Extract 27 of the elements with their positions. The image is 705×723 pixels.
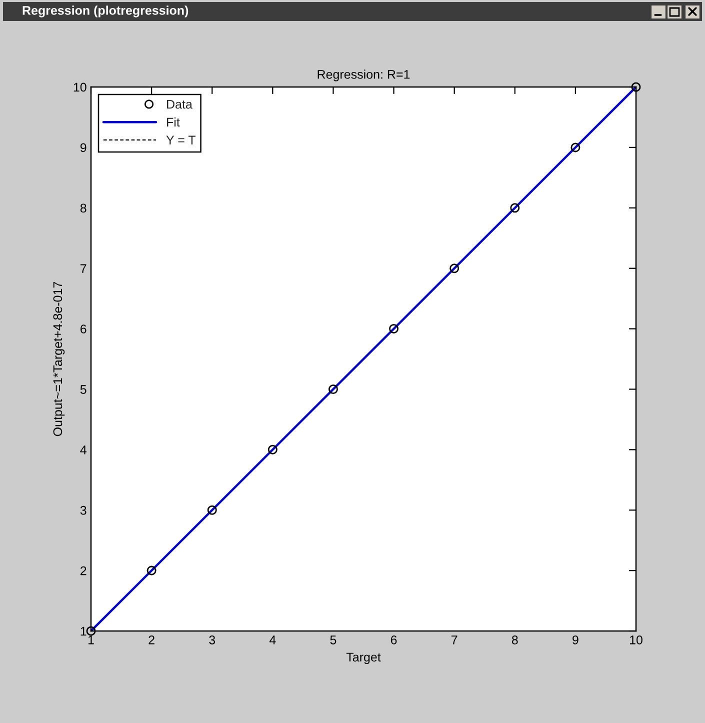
x-tick-label: 10 xyxy=(630,635,642,644)
y-axis-title: Output~=1*Target+4.8e-017 xyxy=(53,282,65,436)
y-tick-label: 7 xyxy=(80,264,86,273)
y-tick-label: 8 xyxy=(80,204,86,213)
x-tick-label: 6 xyxy=(390,635,397,644)
x-tick-label: 9 xyxy=(572,635,578,644)
x-axis-title: Target xyxy=(346,652,381,664)
y-tick-label: 6 xyxy=(80,324,86,334)
y-tick-label: 3 xyxy=(80,506,86,515)
x-tick-label: 4 xyxy=(269,636,276,644)
legend-label: Y = T xyxy=(166,136,196,144)
x-tick-label: 2 xyxy=(148,635,154,644)
x-tick-label: 3 xyxy=(209,635,216,644)
x-tick-label: 8 xyxy=(512,635,518,644)
x-tick-label: 1 xyxy=(88,636,94,644)
x-tick-label: 7 xyxy=(452,636,458,644)
x-tick-label: 5 xyxy=(330,636,336,644)
chart-title: Regression: R=1 xyxy=(318,70,410,82)
y-tick-label: 1 xyxy=(80,626,86,636)
text: Regression (plotregression) xyxy=(22,6,188,18)
y-tick-label: 2 xyxy=(80,566,86,576)
y-tick-label: 5 xyxy=(80,385,86,394)
y-tick-label: 10 xyxy=(74,82,86,92)
y-tick-label: 4 xyxy=(80,446,86,454)
legend-label: Data xyxy=(167,100,192,109)
y-tick-label: 9 xyxy=(80,143,86,152)
legend-label: Fit xyxy=(167,117,180,127)
